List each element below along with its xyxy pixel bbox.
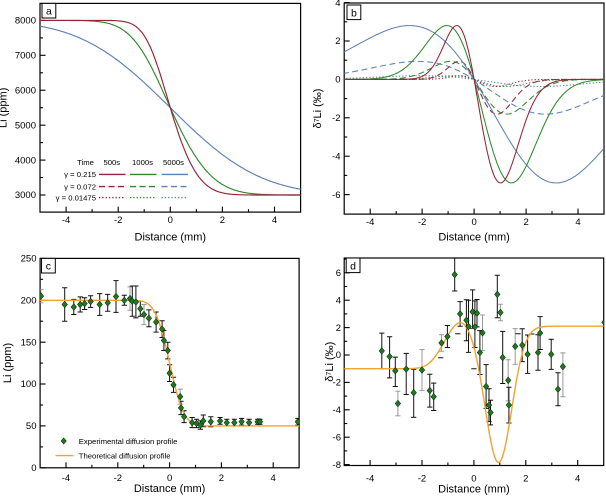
svg-text:-2: -2 — [114, 473, 122, 484]
svg-text:-6: -6 — [333, 432, 341, 443]
svg-text:3000: 3000 — [15, 190, 36, 201]
svg-text:Distance (mm): Distance (mm) — [438, 484, 510, 496]
svg-text:2: 2 — [523, 217, 528, 228]
svg-text:4: 4 — [336, 295, 341, 306]
svg-text:2: 2 — [220, 215, 225, 226]
svg-text:2: 2 — [219, 473, 224, 484]
svg-text:Experimental diffusion profile: Experimental diffusion profile — [79, 437, 178, 446]
svg-text:500s: 500s — [103, 158, 120, 167]
svg-text:0: 0 — [168, 215, 173, 226]
svg-text:Li (ppm): Li (ppm) — [0, 88, 10, 128]
svg-text:Time: Time — [77, 158, 94, 167]
svg-text:d: d — [350, 260, 356, 272]
svg-text:γ = 0.215: γ = 0.215 — [64, 170, 96, 179]
svg-text:250: 250 — [21, 254, 37, 265]
svg-text:Distance (mm): Distance (mm) — [135, 232, 207, 244]
svg-text:δ7Li (‰): δ7Li (‰) — [324, 342, 336, 382]
svg-text:-4: -4 — [332, 151, 340, 162]
svg-text:5000s: 5000s — [163, 158, 184, 167]
svg-text:Distance (mm): Distance (mm) — [134, 483, 206, 495]
svg-text:-4: -4 — [333, 405, 341, 416]
svg-text:γ = 0.072: γ = 0.072 — [64, 182, 96, 191]
svg-text:8000: 8000 — [15, 16, 36, 27]
svg-text:0: 0 — [471, 217, 476, 228]
svg-text:c: c — [46, 261, 51, 273]
svg-text:150: 150 — [21, 337, 37, 348]
svg-text:4000: 4000 — [15, 155, 36, 166]
svg-text:4: 4 — [335, 0, 340, 9]
svg-text:7000: 7000 — [15, 51, 36, 62]
svg-text:Distance (mm): Distance (mm) — [438, 232, 510, 244]
svg-text:0: 0 — [336, 350, 341, 361]
svg-text:6000: 6000 — [15, 85, 36, 96]
svg-text:Theoretical diffusion profile: Theoretical diffusion profile — [79, 451, 171, 460]
svg-text:4: 4 — [272, 215, 277, 226]
svg-text:0: 0 — [31, 463, 36, 474]
svg-text:2: 2 — [336, 323, 341, 334]
svg-text:-6: -6 — [332, 190, 340, 201]
svg-text:-4: -4 — [366, 217, 374, 228]
svg-text:6: 6 — [336, 268, 341, 279]
svg-text:200: 200 — [21, 296, 37, 307]
svg-text:50: 50 — [26, 421, 37, 432]
svg-text:a: a — [46, 6, 52, 18]
svg-text:-8: -8 — [333, 460, 341, 471]
svg-text:-4: -4 — [62, 473, 70, 484]
svg-text:Li (ppm): Li (ppm) — [2, 343, 14, 383]
svg-text:-2: -2 — [418, 473, 426, 484]
svg-text:0: 0 — [471, 473, 476, 484]
svg-text:0: 0 — [167, 473, 172, 484]
svg-text:-2: -2 — [114, 215, 122, 226]
svg-text:-2: -2 — [418, 217, 426, 228]
svg-text:0: 0 — [335, 75, 340, 86]
svg-text:-4: -4 — [366, 473, 374, 484]
svg-text:γ = 0.01475: γ = 0.01475 — [56, 193, 96, 202]
svg-text:δ7Li (‰): δ7Li (‰) — [312, 89, 324, 129]
svg-text:b: b — [351, 7, 357, 19]
svg-text:5000: 5000 — [15, 120, 36, 131]
svg-text:4: 4 — [271, 473, 276, 484]
svg-text:100: 100 — [21, 379, 37, 390]
svg-text:2: 2 — [523, 473, 528, 484]
svg-text:1000s: 1000s — [132, 158, 153, 167]
svg-text:4: 4 — [575, 473, 580, 484]
svg-text:-4: -4 — [62, 215, 70, 226]
svg-text:-2: -2 — [333, 378, 341, 389]
svg-text:4: 4 — [575, 217, 580, 228]
svg-text:2: 2 — [335, 36, 340, 47]
svg-text:-2: -2 — [332, 113, 340, 124]
